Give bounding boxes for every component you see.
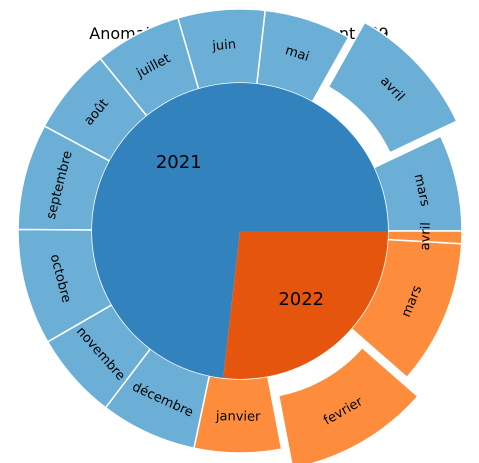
outer-label-2021-mai: mai (283, 43, 311, 65)
outer-wedge-2021-avril (327, 21, 458, 154)
inner-label-2021: 2021 (156, 152, 202, 173)
outer-label-2022-avril: avril (418, 222, 434, 251)
inner-pie (91, 83, 388, 379)
outer-wedge-2022-fevrier (277, 346, 419, 463)
outer-label-2021-juin: juin (211, 37, 237, 54)
outer-label-2022-janvier: janvier (215, 409, 261, 424)
outer-label-2021-mars: mars (411, 173, 433, 208)
inner-wedge-2022 (223, 231, 388, 379)
inner-wedge-2021 (91, 83, 388, 379)
outer-ring (17, 8, 463, 463)
inner-labels: 2021 2022 (156, 152, 324, 310)
inner-label-2022: 2022 (278, 289, 324, 310)
